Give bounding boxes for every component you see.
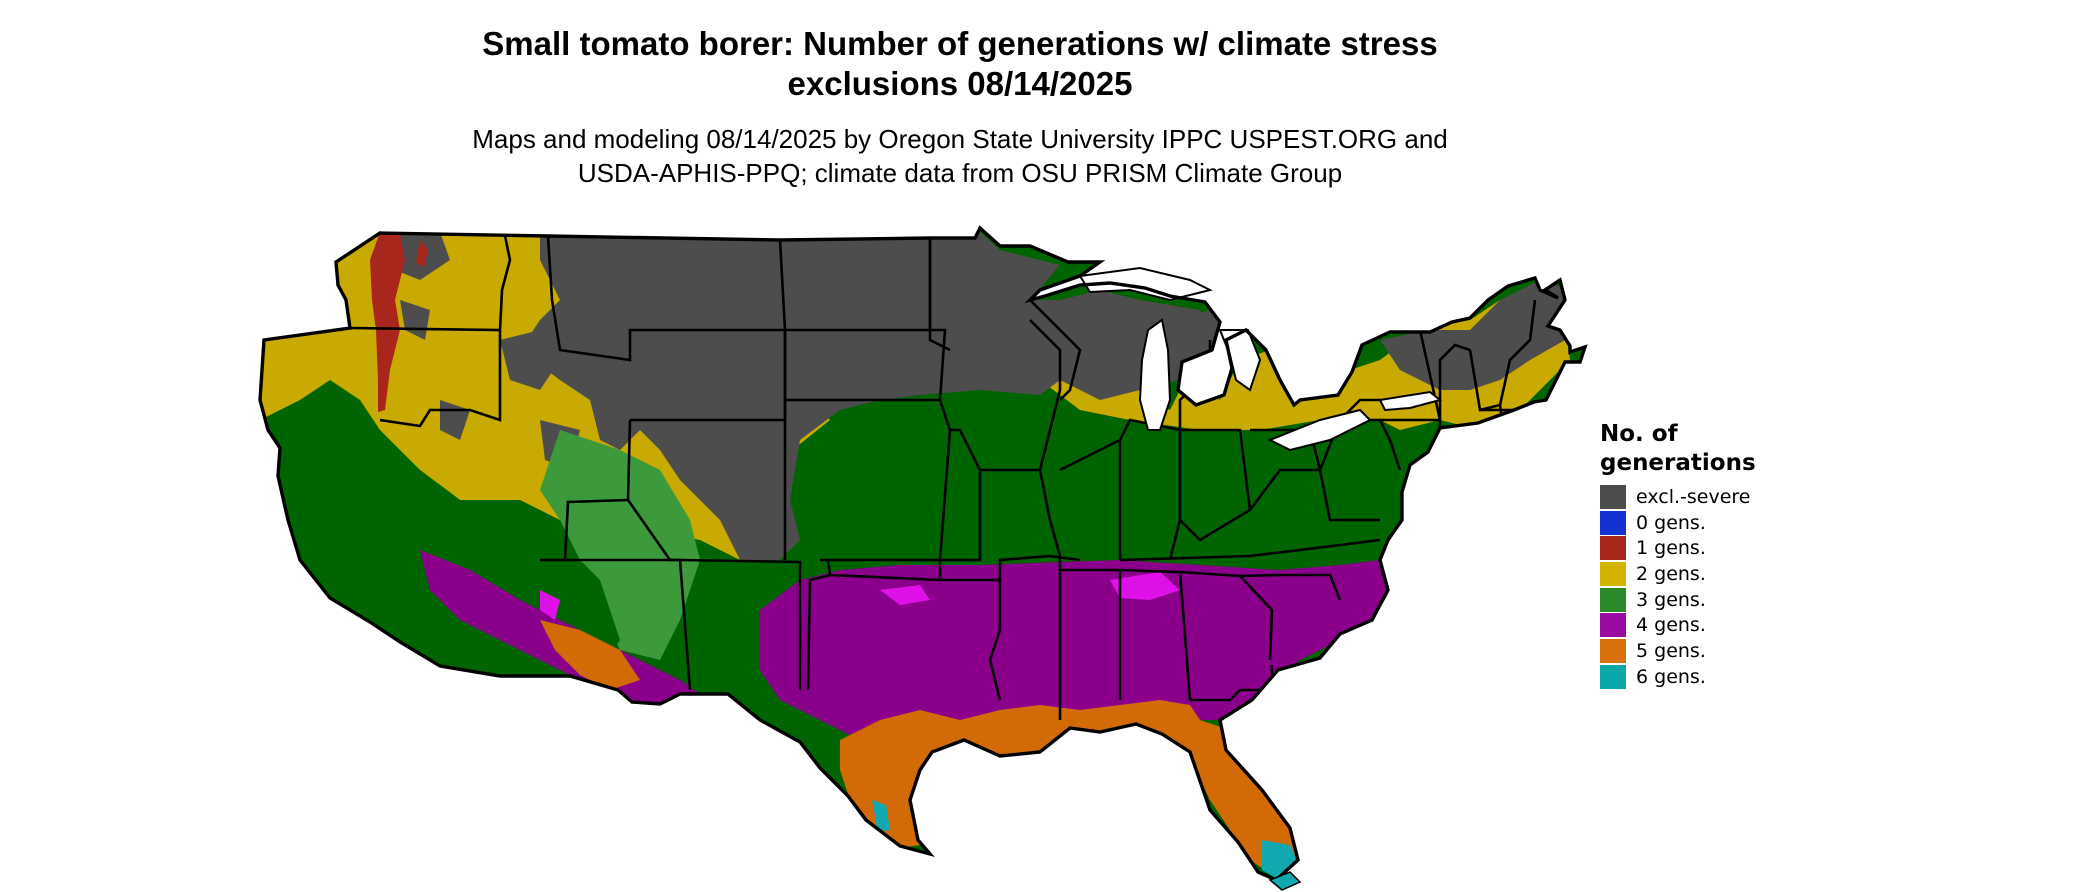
legend-swatch [1600,484,1626,509]
legend-label: 5 gens. [1636,639,1706,662]
map-fill-regions [260,228,1585,880]
legend-row: 3 gens. [1600,587,1840,613]
legend-row: 6 gens. [1600,664,1840,690]
map-title-line-2: exclusions 08/14/2025 [787,65,1133,102]
map-subtitle: Maps and modeling 08/14/2025 by Oregon S… [320,122,1600,190]
legend-swatch [1600,587,1626,612]
legend-items: excl.-severe 0 gens. 1 gens. 2 gens. 3 gens.… [1600,484,1840,690]
state-boundaries [349,235,1537,720]
legend-swatch [1600,664,1626,689]
legend-row: 1 gens. [1600,535,1840,561]
legend-swatch [1600,638,1626,663]
great-lakes [1078,266,1443,452]
legend-label: 4 gens. [1636,614,1706,637]
legend-label: 0 gens. [1636,511,1706,534]
legend-row: 5 gens. [1600,638,1840,664]
legend-swatch [1600,561,1626,586]
legend-label: 3 gens. [1636,588,1706,611]
legend-label: 1 gens. [1636,537,1706,560]
legend-row: 0 gens. [1600,510,1840,536]
map-title-line-1: Small tomato borer: Number of generation… [482,25,1438,62]
legend-swatch [1600,536,1626,561]
florida-keys [1268,871,1302,891]
legend-label: excl.-severe [1636,485,1751,508]
legend-row: excl.-severe [1600,484,1840,510]
legend-swatch [1600,613,1626,638]
legend-label: 2 gens. [1636,562,1706,585]
legend-row: 2 gens. [1600,561,1840,587]
legend-title: No. of generations [1600,420,1840,478]
map-subtitle-line-2: USDA-APHIS-PPQ; climate data from OSU PR… [577,158,1343,188]
map-legend: No. of generations excl.-severe 0 gens. 1 … [1600,420,1840,690]
legend-row: 4 gens. [1600,612,1840,638]
map-subtitle-line-1: Maps and modeling 08/14/2025 by Oregon S… [472,124,1448,154]
legend-title-line-1: No. of [1600,421,1678,447]
legend-title-line-2: generations [1600,450,1756,476]
legend-swatch [1600,510,1626,535]
legend-label: 6 gens. [1636,665,1706,688]
map-title: Small tomato borer: Number of generation… [320,24,1600,104]
